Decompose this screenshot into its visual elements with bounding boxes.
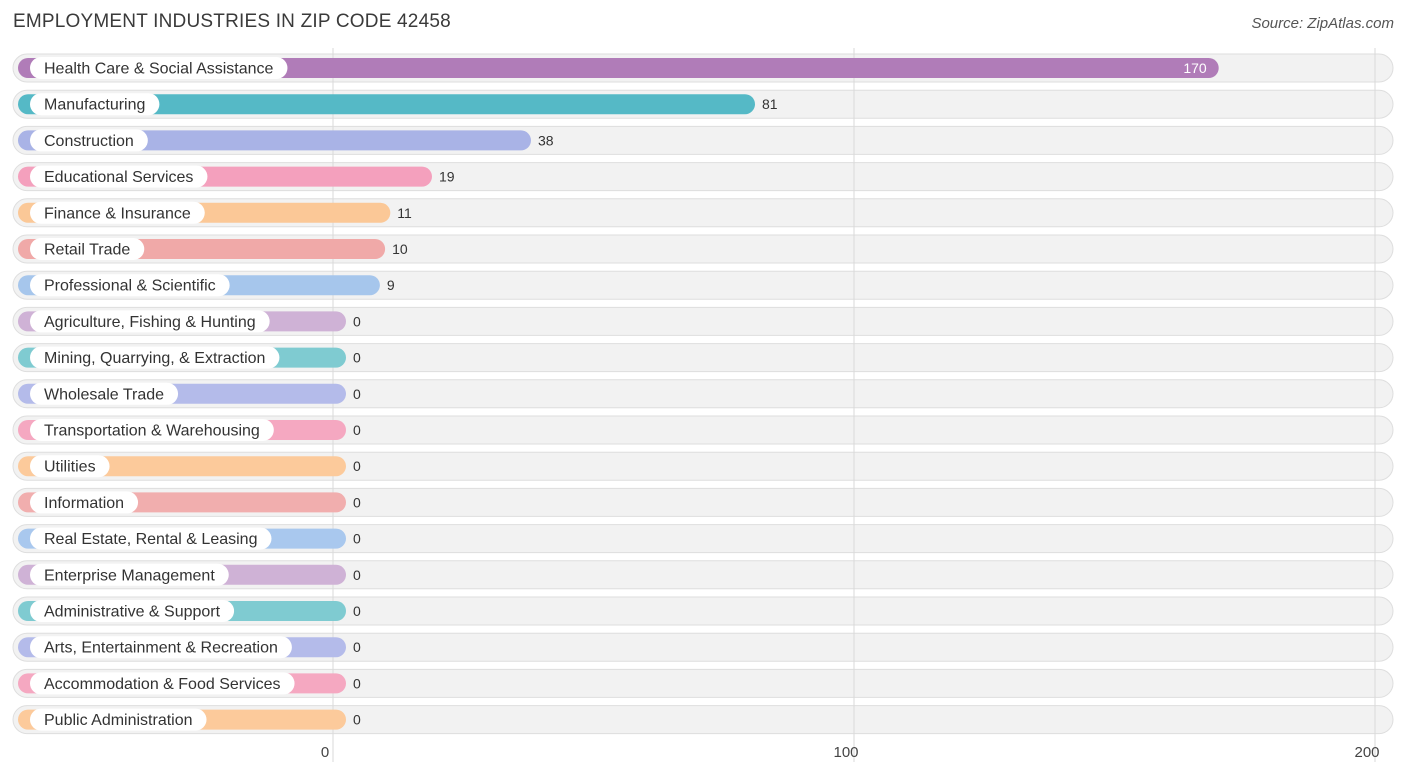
value-label: 9 <box>387 277 395 293</box>
value-label: 0 <box>353 458 361 474</box>
category-label-pill <box>30 419 274 441</box>
category-label-pill <box>30 672 295 695</box>
category-label: Finance & Insurance <box>44 205 191 222</box>
row-background <box>12 487 1394 517</box>
bar-row: Wholesale Trade 0 <box>18 382 361 405</box>
value-label: 0 <box>353 567 361 583</box>
category-label: Public Administration <box>44 712 193 729</box>
category-label: Information <box>44 495 124 512</box>
row-background <box>12 343 1394 373</box>
bar-row: Public Administration 0 <box>18 708 361 731</box>
category-label-pill <box>30 165 208 188</box>
category-label: Utilities <box>44 459 96 476</box>
value-label: 10 <box>392 241 408 257</box>
category-label-pill <box>30 382 179 405</box>
category-label-pill <box>30 129 148 152</box>
category-label: Construction <box>44 133 134 150</box>
category-label: Wholesale Trade <box>44 386 164 403</box>
bar-row: Manufacturing 81 <box>18 93 778 116</box>
category-label-pill <box>30 600 235 622</box>
bar-row: Enterprise Management 0 <box>18 563 361 586</box>
value-label: 38 <box>538 132 554 148</box>
bar-row: Information 0 <box>18 491 361 514</box>
category-label-pill <box>30 708 207 731</box>
bar-row: Accommodation & Food Services 0 <box>18 672 361 695</box>
bar-row: Transportation & Warehousing 0 <box>18 419 361 441</box>
chart-source: Source: ZipAtlas.com <box>1251 15 1394 32</box>
category-label: Retail Trade <box>44 242 130 259</box>
row-background <box>12 306 1394 336</box>
bar-row: Arts, Entertainment & Recreation 0 <box>18 636 361 659</box>
chart-title: EMPLOYMENT INDUSTRIES IN ZIP CODE 42458 <box>13 11 451 32</box>
row-background <box>12 415 1394 445</box>
value-label: 0 <box>353 675 361 691</box>
value-label: 0 <box>353 639 361 655</box>
x-tick-label: 100 <box>833 744 858 761</box>
category-label: Mining, Quarrying, & Extraction <box>44 350 265 367</box>
bar-row: Administrative & Support 0 <box>18 600 361 622</box>
category-label: Administrative & Support <box>44 604 221 621</box>
value-label: 0 <box>353 313 361 329</box>
category-label-pill <box>30 563 229 586</box>
bar <box>18 58 1219 78</box>
value-label: 0 <box>353 531 361 547</box>
ticks-layer: 0 100 200 <box>321 744 1380 761</box>
row-background <box>12 668 1394 698</box>
row-background <box>12 451 1394 481</box>
value-label: 19 <box>439 169 455 185</box>
row-background <box>12 632 1394 662</box>
bar-row: Mining, Quarrying, & Extraction 0 <box>18 346 361 369</box>
category-label-pill <box>30 636 292 659</box>
value-label: 170 <box>1183 60 1207 76</box>
value-label: 0 <box>353 494 361 510</box>
category-label: Enterprise Management <box>44 567 215 584</box>
category-label-pill <box>30 346 280 369</box>
value-label: 0 <box>353 603 361 619</box>
value-label: 0 <box>353 422 361 438</box>
value-label: 0 <box>353 386 361 402</box>
category-label-pill <box>30 455 110 478</box>
category-label-pill <box>30 93 160 116</box>
bar-row: Finance & Insurance 11 <box>18 201 412 224</box>
value-label: 0 <box>353 712 361 728</box>
bar-row: Educational Services 19 <box>18 165 455 188</box>
bar-row: Retail Trade 10 <box>18 238 408 260</box>
bar-row: Real Estate, Rental & Leasing 0 <box>18 527 361 550</box>
bar-row: Construction 38 <box>18 129 554 152</box>
bar-row: Agriculture, Fishing & Hunting 0 <box>18 310 361 333</box>
row-background <box>12 524 1394 554</box>
category-label: Real Estate, Rental & Leasing <box>44 531 257 548</box>
category-label-pill <box>30 274 230 297</box>
category-label: Professional & Scientific <box>44 278 216 295</box>
category-label: Health Care & Social Assistance <box>44 61 274 78</box>
category-label: Accommodation & Food Services <box>44 676 281 693</box>
value-label: 81 <box>762 96 778 112</box>
category-label-pill <box>30 201 205 224</box>
bar-row: Utilities 0 <box>18 455 361 478</box>
bar-row: Health Care & Social Assistance 170 <box>18 57 1219 79</box>
rows-layer: Health Care & Social Assistance 170 Manufa… <box>18 57 1219 731</box>
category-label-pill <box>30 491 139 514</box>
row-background <box>12 705 1394 735</box>
category-label-pill <box>30 310 270 333</box>
row-background <box>12 560 1394 590</box>
category-label: Agriculture, Fishing & Hunting <box>44 314 256 331</box>
value-label: 0 <box>353 350 361 366</box>
bar <box>18 94 756 115</box>
category-label-pill <box>30 57 288 79</box>
bar-row: Professional & Scientific 9 <box>18 274 395 297</box>
category-label-pill <box>30 527 272 550</box>
category-label: Manufacturing <box>44 97 145 114</box>
x-tick-label: 200 <box>1354 744 1379 761</box>
row-background <box>12 596 1394 626</box>
value-label: 11 <box>397 205 412 221</box>
row-background <box>12 379 1394 409</box>
category-label: Arts, Entertainment & Recreation <box>44 640 278 657</box>
category-label-pill <box>30 238 145 260</box>
category-label: Transportation & Warehousing <box>44 423 260 440</box>
x-tick-label: 0 <box>321 744 329 761</box>
category-label: Educational Services <box>44 169 193 186</box>
